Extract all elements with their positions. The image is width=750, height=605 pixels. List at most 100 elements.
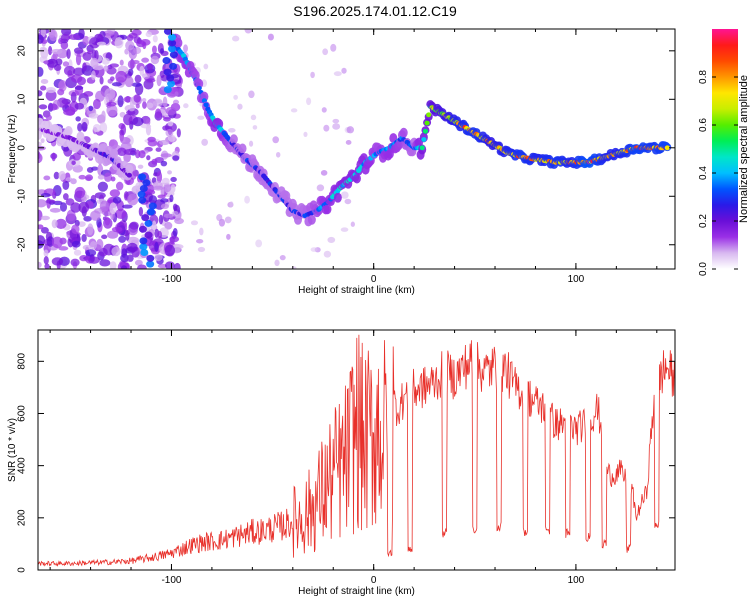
spectrogram-noise-blob	[290, 108, 298, 113]
spectrogram-ridge-halo	[125, 164, 134, 175]
spectrogram-noise-blob	[197, 246, 206, 253]
spectrogram-noise-blob	[71, 74, 83, 83]
spectrogram-noise-blob	[48, 103, 58, 111]
spectrogram-noise-blob	[99, 76, 104, 85]
spectrogram-noise-blob	[92, 98, 101, 110]
spectrogram-ridge-core	[419, 145, 425, 151]
spectrogram-noise-blob	[104, 88, 116, 100]
spectrogram-noise-blob	[330, 43, 337, 52]
spectrogram-noise-blob	[131, 82, 142, 87]
spectrogram-noise-blob	[156, 74, 162, 87]
spectrogram-noise-blob	[164, 244, 176, 257]
spectrogram-burst-blob	[142, 179, 151, 187]
spectrogram-burst-blob	[140, 249, 149, 257]
spectrogram-noise-blob	[172, 155, 180, 161]
spectrogram-noise-blob	[163, 213, 174, 218]
spectrogram-noise-blob	[157, 230, 163, 239]
spectrogram-noise-blob	[38, 66, 44, 77]
spectrogram-ridge-core	[203, 102, 209, 108]
x-tick-label: -100	[161, 274, 181, 285]
spectrogram-noise-blob	[233, 94, 238, 100]
spectrogram-noise-blob	[160, 153, 172, 158]
spectrogram-noise-blob	[183, 44, 188, 53]
spectrogram-noise-blob	[124, 76, 134, 88]
spectrogram-noise-blob	[38, 152, 43, 164]
spectrogram-noise-blob	[49, 207, 61, 213]
spectrogram-ridge-halo	[238, 143, 247, 154]
spectrogram-burst-blob	[163, 68, 172, 76]
spectrogram-noise-blob	[38, 104, 48, 110]
spectrogram-noise-blob	[320, 170, 328, 176]
spectrogram-noise-blob	[321, 107, 327, 113]
spectrogram-noise-blob	[115, 208, 127, 220]
spectrogram-noise-blob	[169, 87, 182, 95]
spectrogram-noise-blob	[170, 176, 177, 183]
spectrogram-noise-blob	[161, 177, 170, 185]
spectrogram-noise-blob	[71, 224, 80, 235]
spectrogram-noise-blob	[63, 65, 76, 76]
spectrogram-noise-blob	[167, 170, 172, 175]
spectrogram-noise-blob	[38, 199, 47, 208]
spectrogram-noise-blob	[72, 152, 82, 161]
spectrogram-x-axis-label: Height of straight line (km)	[298, 285, 415, 296]
spectrogram-burst-blob	[144, 231, 153, 239]
spectrogram-noise-blob	[237, 103, 243, 110]
spectrogram-noise-blob	[82, 62, 87, 72]
spectrogram-noise-blob	[164, 261, 175, 269]
spectrogram-noise-blob	[46, 87, 56, 94]
spectrogram-noise-blob	[106, 67, 117, 75]
spectrogram-burst-blob	[162, 57, 171, 65]
spectrogram-noise-blob	[109, 261, 117, 269]
spectrogram-burst-blob	[148, 202, 157, 210]
spectrogram-noise-blob	[81, 234, 87, 243]
spectrogram-noise-blob	[125, 40, 135, 51]
spectrogram-noise-blob	[111, 246, 121, 257]
spectrogram-noise-blob	[62, 61, 70, 67]
spectrogram-ridge-core	[196, 85, 202, 91]
spectrogram-noise-blob	[160, 160, 168, 167]
snr-y-axis-label: SNR (10 * v/v)	[7, 418, 18, 482]
spectrogram-noise-blob	[146, 62, 154, 71]
spectrogram-noise-blob	[60, 34, 71, 42]
spectrogram-noise-blob	[232, 35, 240, 42]
spectrogram-noise-blob	[145, 31, 153, 38]
spectrogram-burst-blob	[166, 74, 175, 82]
colorbar-label: Normalized spectral amplitude	[738, 75, 750, 223]
x-tick-label: -100	[161, 575, 181, 586]
spectrogram-noise-blob	[129, 221, 139, 230]
spectrogram-noise-blob	[74, 186, 86, 199]
spectrogram-noise-blob	[102, 30, 115, 37]
spectrogram-noise-blob	[43, 175, 51, 181]
spectrogram-noise-blob	[107, 230, 119, 239]
spectrogram-noise-blob	[171, 210, 179, 217]
spectrogram-noise-blob	[104, 216, 111, 226]
spectrogram-noise-blob	[172, 203, 178, 211]
spectrogram-noise-blob	[151, 220, 157, 231]
spectrogram-noise-blob	[190, 220, 199, 226]
spectrogram-noise-blob	[323, 250, 332, 258]
spectrogram-noise-blob	[137, 264, 147, 269]
spectrogram-noise-blob	[103, 172, 112, 183]
spectrogram-noise-blob	[40, 138, 45, 144]
spectrogram-noise-blob	[155, 147, 162, 152]
spectrogram-noise-blob	[323, 124, 330, 132]
spectrogram-noise-blob	[72, 164, 83, 173]
spectrogram-noise-blob	[174, 217, 184, 225]
spectrogram-noise-blob	[133, 94, 141, 103]
spectrogram-noise-blob	[40, 226, 49, 234]
y-tick-label: 200	[17, 509, 28, 526]
spectrogram-ridge-core	[424, 120, 430, 126]
spectrogram-noise-blob	[173, 262, 181, 269]
spectrogram-noise-blob	[157, 194, 166, 199]
spectrogram-ridge-halo	[174, 37, 183, 48]
spectrogram-frame	[37, 28, 676, 270]
spectrogram-noise-blob	[101, 57, 110, 65]
colorbar-tick-label: 0.2	[698, 214, 709, 228]
spectrogram-noise-blob	[141, 97, 147, 103]
spectrogram-burst-blob	[144, 219, 153, 227]
spectrogram-noise-blob	[96, 41, 107, 46]
snr-series	[38, 334, 675, 567]
spectrogram-noise-blob	[340, 191, 349, 199]
spectrogram-noise-blob	[68, 34, 81, 41]
spectrogram-noise-blob	[38, 235, 46, 246]
